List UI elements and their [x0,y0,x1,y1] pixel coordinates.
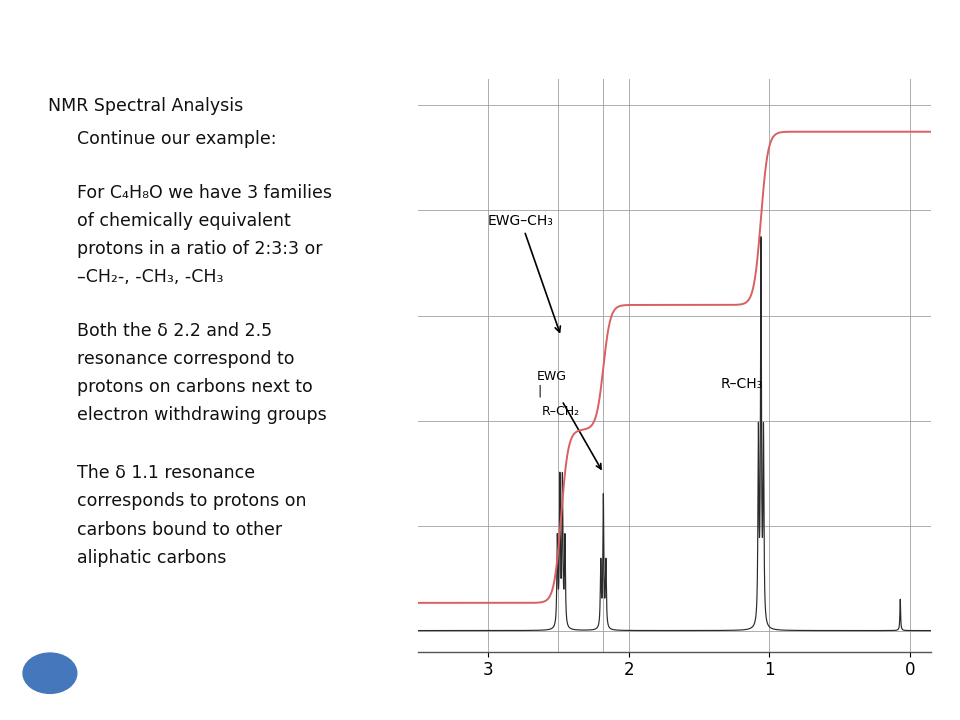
Text: The δ 1.1 resonance: The δ 1.1 resonance [77,464,255,482]
Text: –CH₂-, -CH₃, -CH₃: –CH₂-, -CH₃, -CH₃ [77,268,224,286]
Text: Continue our example:: Continue our example: [77,130,276,148]
Text: R–CH₃: R–CH₃ [720,377,762,391]
Text: protons on carbons next to: protons on carbons next to [77,378,313,396]
Text: corresponds to protons on: corresponds to protons on [77,492,306,510]
Text: NMR Spectroscopy: NMR Spectroscopy [729,24,934,44]
Text: NMR Spectral Analysis: NMR Spectral Analysis [48,97,243,115]
Text: Spectral Analysis – ¹H NMR: Spectral Analysis – ¹H NMR [26,24,321,44]
Text: EWG–CH₃: EWG–CH₃ [488,214,561,332]
Text: aliphatic carbons: aliphatic carbons [77,549,227,567]
Text: Both the δ 2.2 and 2.5: Both the δ 2.2 and 2.5 [77,322,272,340]
Text: electron withdrawing groups: electron withdrawing groups [77,406,326,424]
Text: For C₄H₈O we have 3 families: For C₄H₈O we have 3 families [77,184,332,202]
Text: EWG
|: EWG | [538,370,601,469]
Text: of chemically equivalent: of chemically equivalent [77,212,291,230]
Text: 9: 9 [44,661,56,678]
Text: resonance correspond to: resonance correspond to [77,350,295,368]
Text: protons in a ratio of 2:3:3 or: protons in a ratio of 2:3:3 or [77,240,323,258]
Text: R–CH₂: R–CH₂ [541,405,580,418]
Text: carbons bound to other: carbons bound to other [77,521,282,539]
